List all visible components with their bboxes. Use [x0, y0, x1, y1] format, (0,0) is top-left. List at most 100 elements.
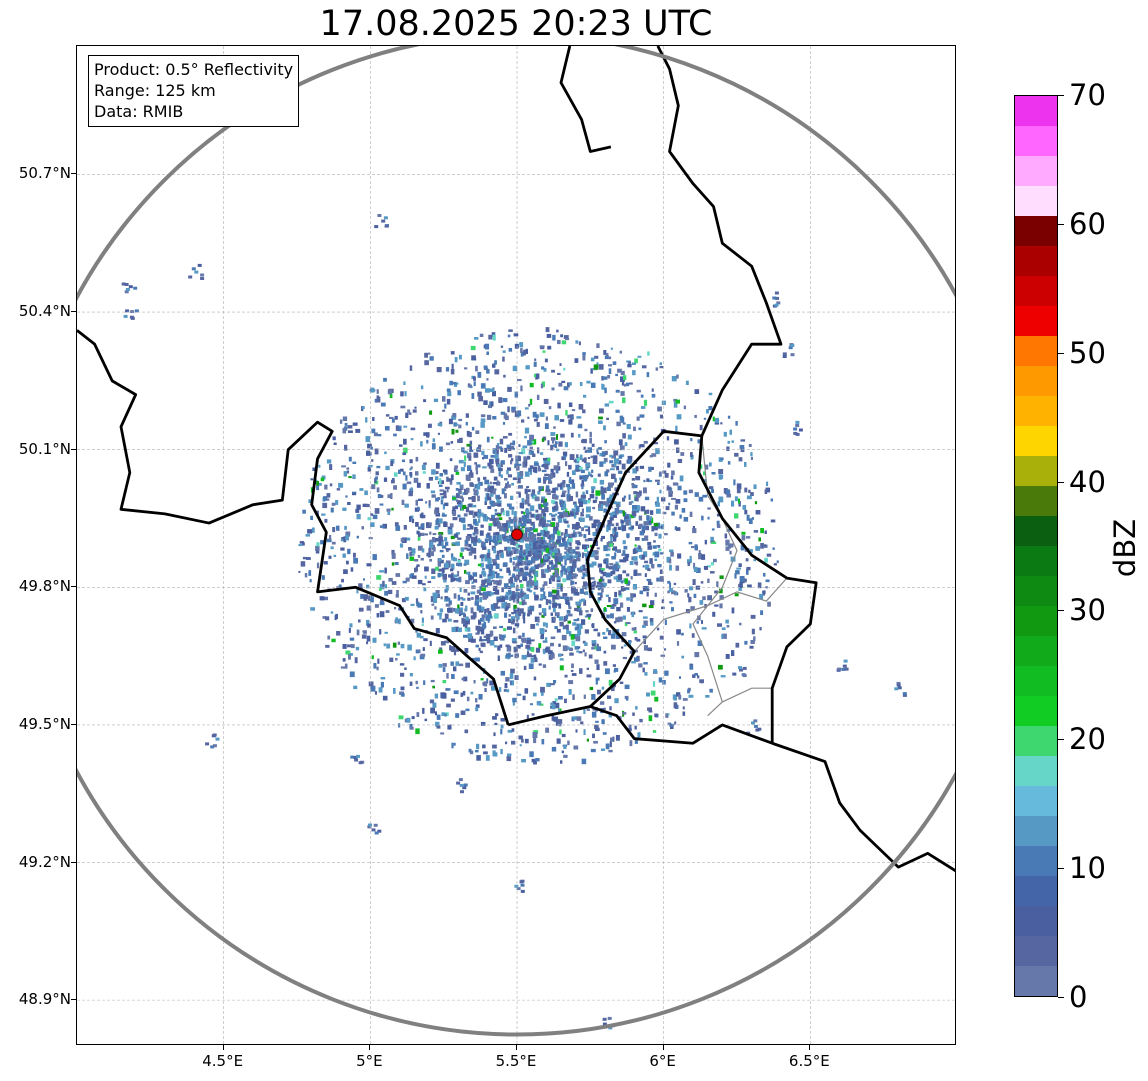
echo-pixel [649, 455, 653, 458]
echo-pixel [540, 539, 545, 545]
colorbar-label: dBZ [1108, 518, 1142, 578]
echo-pixel [634, 657, 639, 662]
echo-pixel [444, 537, 448, 542]
echo-pixel [620, 416, 625, 423]
echo-pixel [475, 657, 480, 662]
echo-pixel [520, 351, 524, 357]
echo-pixel [492, 588, 496, 591]
echo-pixel [642, 635, 647, 639]
echo-pixel [647, 545, 652, 550]
echo-pixel [603, 661, 608, 666]
echo-pixel [459, 587, 462, 593]
echo-pixel [480, 418, 486, 423]
echo-pixel [581, 485, 584, 490]
echo-pixel [514, 411, 518, 418]
echo-pixel [461, 618, 466, 623]
echo-pixel [509, 534, 512, 540]
echo-pixel [419, 635, 424, 639]
echo-pixel [543, 458, 547, 464]
echo-pixel [742, 505, 747, 510]
echo-pixel [366, 450, 371, 456]
echo-pixel [552, 500, 558, 505]
echo-pixel [457, 594, 461, 601]
echo-pixel [664, 533, 668, 536]
echo-pixel [484, 538, 489, 542]
echo-pixel [584, 615, 588, 618]
echo-pixel [662, 680, 666, 685]
echo-pixel [439, 614, 442, 620]
echo-pixel [556, 541, 561, 544]
echo-pixel [429, 699, 435, 704]
echo-pixel [415, 650, 420, 654]
echo-pixel [471, 638, 476, 643]
echo-pixel [417, 506, 420, 511]
echo-pixel [432, 537, 436, 542]
echo-pixel [598, 505, 603, 511]
echo-pixel [640, 554, 645, 560]
echo-pixel [593, 455, 598, 461]
echo-pixel [544, 532, 549, 535]
echo-pixel [591, 491, 594, 494]
echo-pixel [595, 528, 600, 535]
echo-pixel [726, 625, 730, 628]
echo-pixel [530, 513, 535, 518]
echo-pixel [546, 542, 550, 547]
echo-pixel [530, 639, 535, 642]
echo-pixel [623, 587, 626, 591]
echo-pixel [393, 688, 396, 694]
echo-pixel [504, 594, 509, 600]
echo-pixel [438, 649, 443, 654]
colorbar-tick-label: 70 [1069, 78, 1106, 112]
echo-pixel [507, 406, 510, 413]
echo-pixel [742, 674, 747, 678]
echo-pixel [533, 591, 536, 596]
echo-pixel [763, 590, 766, 595]
echo-pixel [530, 537, 534, 542]
echo-pixel [542, 516, 546, 520]
echo-pixel [474, 555, 477, 560]
colorbar-swatch [1015, 846, 1057, 876]
echo-pixel [552, 575, 556, 582]
echo-pixel [501, 534, 506, 539]
echo-pixel [558, 603, 562, 609]
echo-pixel [406, 481, 412, 485]
echo-pixel [488, 334, 493, 340]
echo-pixel [760, 543, 764, 549]
echo-pixel [472, 538, 476, 543]
echo-pixel [643, 487, 647, 494]
echo-pixel [617, 368, 622, 373]
echo-pixel [557, 372, 561, 375]
echo-pixel [557, 402, 561, 409]
echo-pixel [552, 487, 556, 494]
echo-pixel [523, 349, 526, 356]
echo-pixel [726, 489, 730, 495]
echo-pixel [689, 586, 694, 591]
echo-pixel [643, 399, 648, 406]
echo-pixel [423, 399, 427, 403]
echo-pixel [574, 469, 580, 472]
echo-pixel [490, 455, 495, 458]
echo-pixel [468, 571, 471, 577]
echo-pixel [570, 586, 575, 592]
echo-pixel [676, 447, 680, 453]
echo-pixel [548, 566, 551, 572]
colorbar-swatch [1015, 366, 1057, 396]
echo-pixel [660, 526, 663, 529]
echo-pixel [486, 378, 489, 381]
echo-pixel [370, 596, 374, 603]
echo-pixel [526, 653, 532, 658]
echo-pixel [496, 550, 500, 557]
echo-pixel [134, 309, 139, 313]
echo-pixel [717, 623, 722, 627]
echo-pixel [467, 523, 472, 527]
echo-pixel [515, 568, 520, 572]
echo-pixel [484, 501, 487, 505]
echo-pixel [477, 495, 480, 502]
echo-pixel [544, 508, 549, 513]
echo-pixel [585, 514, 591, 518]
echo-pixel [509, 506, 515, 510]
echo-pixel [639, 444, 645, 448]
echo-pixel [451, 674, 455, 679]
echo-pixel [474, 527, 478, 533]
echo-pixel [602, 1022, 607, 1026]
